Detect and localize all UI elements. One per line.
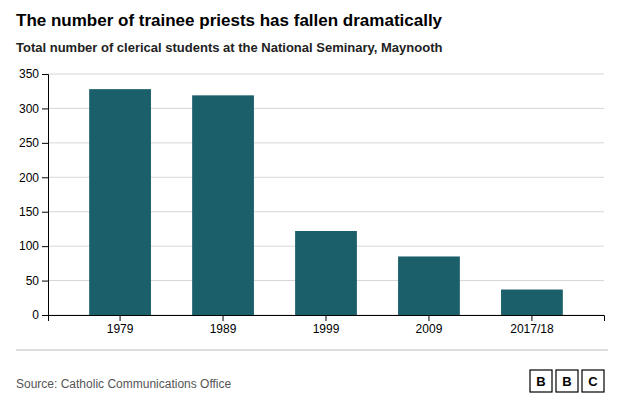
y-tick: 150	[19, 205, 48, 219]
chart: The number of trainee priests has fallen…	[0, 0, 624, 403]
x-tick-mark	[120, 315, 121, 321]
x-tick-label: 1999	[313, 322, 340, 336]
grid	[48, 74, 604, 315]
x-tick: 1989	[210, 315, 237, 336]
logo-box	[530, 370, 552, 392]
y-tick-label: 0	[32, 308, 39, 322]
logo-letter: B	[536, 374, 545, 389]
logo: BBC	[530, 370, 604, 392]
title: The number of trainee priests has fallen…	[16, 11, 443, 30]
x-tick-mark	[326, 315, 327, 321]
bars	[89, 89, 563, 315]
source: Source: Catholic Communications Office	[16, 377, 232, 391]
y-tick-label: 300	[19, 102, 39, 116]
x-tick-label: 1979	[107, 322, 134, 336]
x-tick-label: 1989	[210, 322, 237, 336]
y-tick-label: 200	[19, 171, 39, 185]
x-tick: 1999	[313, 315, 340, 336]
plot: 0 50 100 150 200 250 300 350 1979 1989 1999 2009 201…	[19, 67, 605, 335]
y-tick-label: 350	[19, 67, 39, 81]
x-axis: 1979 1989 1999 2009 2017/18	[49, 315, 605, 336]
y-tick-label: 50	[26, 274, 40, 288]
y-axis-line	[42, 75, 49, 316]
bar	[89, 89, 151, 315]
y-tick-mark	[42, 281, 48, 282]
subtitle: Total number of clerical students at the…	[16, 40, 442, 55]
y-tick-mark	[42, 74, 48, 75]
x-tick-mark	[428, 315, 429, 321]
x-axis-line	[49, 316, 605, 322]
x-tick: 2017/18	[510, 315, 554, 336]
x-tick-label: 2009	[416, 322, 443, 336]
logo-box	[556, 370, 578, 392]
logo-letter: C	[588, 374, 598, 389]
y-tick-mark	[42, 246, 48, 247]
logo-letter: B	[562, 374, 571, 389]
y-tick-mark	[42, 177, 48, 178]
y-tick-mark	[42, 212, 48, 213]
grid-line	[48, 74, 604, 75]
y-axis: 0 50 100 150 200 250 300 350	[19, 67, 49, 322]
y-tick-mark	[42, 315, 48, 316]
y-tick: 200	[19, 171, 48, 185]
y-tick-mark	[42, 108, 48, 109]
bar	[192, 95, 254, 315]
y-tick: 100	[19, 239, 48, 253]
y-tick: 50	[26, 274, 48, 288]
y-tick-label: 100	[19, 239, 39, 253]
x-tick: 2009	[416, 315, 443, 336]
y-tick-mark	[42, 143, 48, 144]
separator	[16, 350, 608, 351]
x-tick-mark	[223, 315, 224, 321]
bar	[398, 256, 460, 315]
x-tick: 1979	[107, 315, 134, 336]
y-tick-label: 250	[19, 136, 39, 150]
y-tick: 350	[19, 67, 48, 81]
x-tick-label: 2017/18	[510, 322, 554, 336]
bar	[501, 290, 563, 315]
y-tick-label: 150	[19, 205, 39, 219]
x-tick-mark	[531, 315, 532, 321]
y-tick: 250	[19, 136, 48, 150]
logo-box	[582, 370, 604, 392]
y-tick: 300	[19, 102, 48, 116]
y-tick: 0	[32, 308, 48, 322]
bar	[295, 231, 357, 315]
